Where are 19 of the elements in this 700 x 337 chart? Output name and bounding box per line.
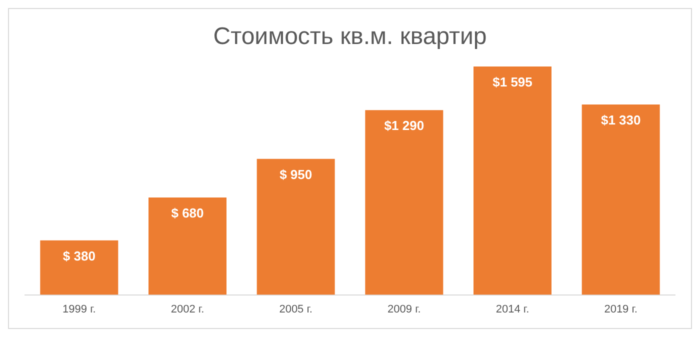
- x-tick-label: 2009 г.: [388, 303, 421, 316]
- chart-title: Стоимость кв.м. квартир: [213, 23, 487, 50]
- data-label: $ 380: [62, 248, 96, 264]
- bar: [40, 240, 118, 295]
- x-tick-label: 2019 г.: [604, 303, 638, 316]
- data-label: $ 680: [171, 206, 204, 221]
- x-tick-label: 2002 г.: [170, 303, 204, 316]
- bar: [474, 66, 552, 295]
- data-label: $ 950: [280, 166, 312, 182]
- x-tick-label: 1999 г.: [62, 303, 96, 316]
- x-tick-label: 2014 г.: [496, 303, 530, 316]
- data-label: $1 595: [492, 74, 532, 90]
- bar: [365, 110, 444, 295]
- data-label: $1 330: [600, 112, 641, 128]
- bar: [148, 197, 226, 295]
- x-tick-label: 2005 г.: [279, 303, 312, 316]
- bar: [582, 104, 660, 295]
- bar: [256, 158, 335, 295]
- data-label: $1 290: [384, 118, 424, 134]
